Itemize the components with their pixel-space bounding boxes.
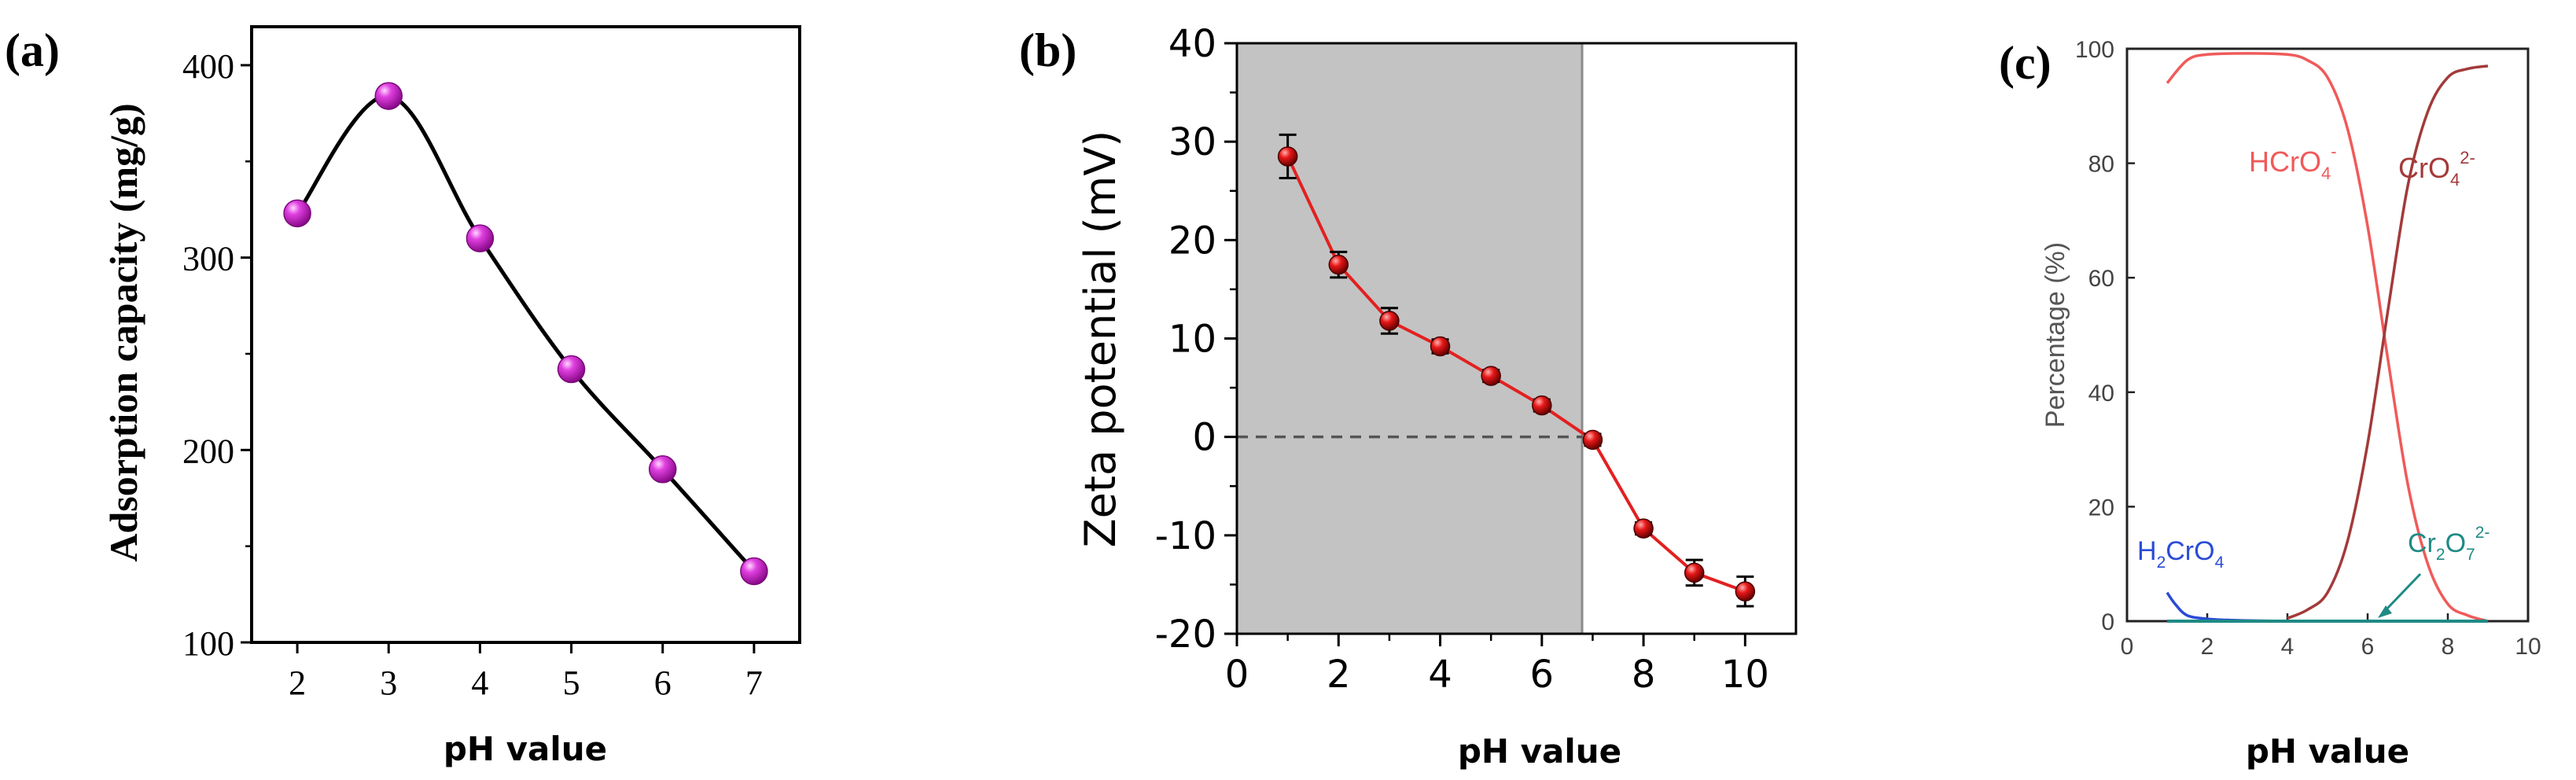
h2cro4-label: H2CrO4 [2137, 536, 2225, 572]
data-point [1379, 311, 1400, 331]
cr2o7-label-main2: O [2445, 528, 2466, 558]
hcro4-label-sup: - [2331, 142, 2336, 161]
y-tick-label: -20 [1155, 613, 1216, 657]
x-tick-label: 4 [471, 664, 488, 702]
cr2o7-pointer-arrow [2383, 572, 2422, 613]
panel-a-markers [283, 82, 768, 586]
data-point [1582, 429, 1603, 451]
data-point [1481, 366, 1501, 386]
panel-a: (a) 2 3 4 5 6 7 100 200 300 400 Adsorption capaci… [5, 24, 801, 768]
y-tick-label: 20 [1168, 219, 1216, 263]
panel-a-x-axis-label: pH value [443, 730, 607, 768]
cro4-label: CrO42- [2398, 148, 2475, 189]
y-tick-label: 60 [2088, 266, 2114, 292]
cro4-label-sub: 4 [2450, 170, 2460, 189]
data-point [557, 355, 586, 384]
data-point [466, 224, 495, 252]
x-tick-label: 10 [1721, 653, 1769, 697]
y-tick-label: 0 [1192, 416, 1216, 460]
hcro4-label-main: HCrO [2249, 145, 2321, 178]
x-tick-label: 2 [2201, 634, 2214, 660]
panel-a-ticks: 2 3 4 5 6 7 100 200 300 400 [182, 47, 763, 702]
cr2o7-label-main: Cr [2408, 528, 2436, 558]
panel-b-label: (b) [1019, 24, 1076, 76]
y-tick-label: 40 [2088, 381, 2114, 407]
cr2o7-label-sup: 2- [2475, 524, 2490, 542]
x-tick-label: 4 [2281, 634, 2294, 660]
data-point [1532, 395, 1552, 416]
h2cro4-label-main: H [2137, 536, 2157, 566]
data-point [283, 199, 311, 228]
panel-c-x-axis-label: pH value [2246, 732, 2409, 771]
x-tick-label: 4 [1428, 653, 1452, 697]
panel-b-markers [1277, 146, 1756, 602]
hcro4-label: HCrO4- [2249, 142, 2337, 183]
h2cro4-label-main2: CrO [2166, 536, 2214, 566]
panel-b: (b) 0 2 4 6 8 10 -20 -10 0 10 20 30 40 Zeta potentia… [1019, 22, 1798, 771]
y-tick-label: -10 [1155, 514, 1216, 558]
h2cro4-label-sub: 2 [2157, 554, 2166, 572]
cr2o7-label: Cr2O72- [2408, 524, 2490, 564]
data-point [1430, 336, 1451, 357]
x-tick-label: 8 [1632, 653, 1656, 697]
x-tick-label: 10 [2515, 634, 2541, 660]
x-tick-label: 6 [2361, 634, 2375, 660]
panel-c-label: (c) [1999, 37, 2052, 89]
panel-b-y-axis-label: Zeta potential (mV) [1076, 131, 1125, 548]
y-tick-label: 100 [182, 624, 234, 663]
y-tick-label: 20 [2088, 495, 2114, 521]
panel-c-y-axis-label: Percentage (%) [2041, 242, 2070, 428]
cr2o7-label-sub: 2 [2436, 546, 2445, 564]
panel-b-shaded-region-edge [1581, 43, 1584, 634]
x-tick-label: 0 [2121, 634, 2134, 660]
y-tick-label: 40 [1168, 22, 1216, 66]
x-tick-label: 2 [1327, 653, 1351, 697]
x-tick-label: 7 [745, 664, 763, 702]
panel-a-label: (a) [5, 24, 60, 76]
panel-b-shaded-region [1237, 43, 1583, 634]
panel-a-y-axis-label: Adsorption capacity (mg/g) [101, 103, 145, 561]
cr2o7-pointer-arrowhead [2378, 605, 2392, 618]
cro4-label-sup: 2- [2460, 148, 2475, 167]
cro4-curve [2287, 64, 2489, 620]
data-point [649, 455, 677, 484]
x-tick-label: 3 [380, 664, 397, 702]
y-tick-label: 0 [2101, 609, 2114, 635]
hcro4-curve [2166, 52, 2489, 623]
panel-c-curves [2166, 52, 2489, 624]
h2cro4-label-sub2: 4 [2215, 554, 2225, 572]
y-tick-label: 200 [182, 432, 234, 470]
y-tick-label: 100 [2075, 37, 2114, 63]
panel-a-plot-frame [250, 25, 801, 644]
data-point [1277, 146, 1298, 167]
panel-b-series-line [1286, 156, 1746, 594]
y-tick-label: 10 [1168, 318, 1216, 362]
data-point [1735, 581, 1756, 602]
hcro4-label-sub: 4 [2321, 164, 2331, 183]
cr2o7-label-sub2: 7 [2466, 546, 2475, 564]
y-tick-label: 80 [2088, 152, 2114, 178]
data-point [374, 82, 403, 110]
y-tick-label: 300 [182, 240, 234, 278]
x-tick-label: 5 [563, 664, 580, 702]
x-tick-label: 0 [1225, 653, 1249, 697]
x-tick-label: 2 [289, 664, 306, 702]
data-point [740, 557, 768, 586]
x-tick-label: 6 [654, 664, 672, 702]
data-point [1684, 562, 1705, 583]
data-point [1328, 254, 1349, 275]
cro4-label-main: CrO [2398, 152, 2450, 184]
y-tick-label: 30 [1168, 120, 1216, 164]
y-tick-label: 400 [182, 47, 234, 86]
x-tick-label: 8 [2442, 634, 2455, 660]
x-tick-label: 6 [1530, 653, 1555, 697]
panel-b-ticks: 0 2 4 6 8 10 -20 -10 0 10 20 30 40 [1155, 22, 1769, 697]
data-point [1633, 518, 1654, 539]
panel-b-x-axis-label: pH value [1458, 732, 1621, 771]
